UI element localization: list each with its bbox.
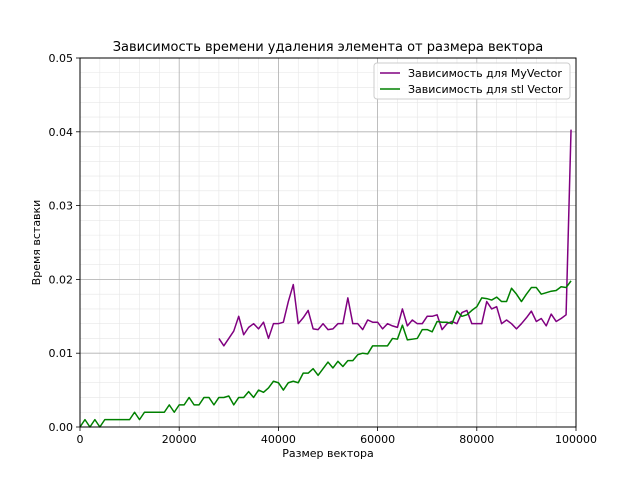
x-tick-label: 40000 <box>261 433 296 446</box>
y-tick-label: 0.00 <box>49 421 74 434</box>
series-line-myvector <box>218 129 572 347</box>
y-tick-label: 0.01 <box>49 347 74 360</box>
y-axis-ticks: 0.00 0.01 0.02 0.03 0.04 0.05 <box>49 52 80 434</box>
x-axis-ticks: 0 20000 40000 60000 80000 100000 <box>77 427 597 446</box>
x-tick-label: 60000 <box>360 433 395 446</box>
plot-area-frame <box>79 57 577 428</box>
legend-box <box>373 62 571 100</box>
y-tick-label: 0.04 <box>49 126 74 139</box>
series-line-stl-vector <box>79 280 572 428</box>
chart-title: Зависимость времени удаления элемента от… <box>113 40 544 55</box>
y-tick-label: 0.02 <box>49 273 74 286</box>
legend-entry-label: Зависимость для stl Vector <box>408 83 563 96</box>
x-tick-label: 100000 <box>555 433 597 446</box>
legend: Зависимость для MyVector Зависимость для … <box>373 62 571 100</box>
y-tick-label: 0.03 <box>49 200 74 213</box>
series-layer <box>79 129 572 428</box>
legend-entry-label: Зависимость для MyVector <box>408 67 562 80</box>
x-axis-label: Размер вектора <box>282 447 374 460</box>
y-axis-label: Время вставки <box>30 200 43 286</box>
y-tick-label: 0.05 <box>49 52 74 65</box>
x-tick-label: 0 <box>77 433 84 446</box>
x-tick-label: 20000 <box>162 433 197 446</box>
x-tick-label: 80000 <box>459 433 494 446</box>
